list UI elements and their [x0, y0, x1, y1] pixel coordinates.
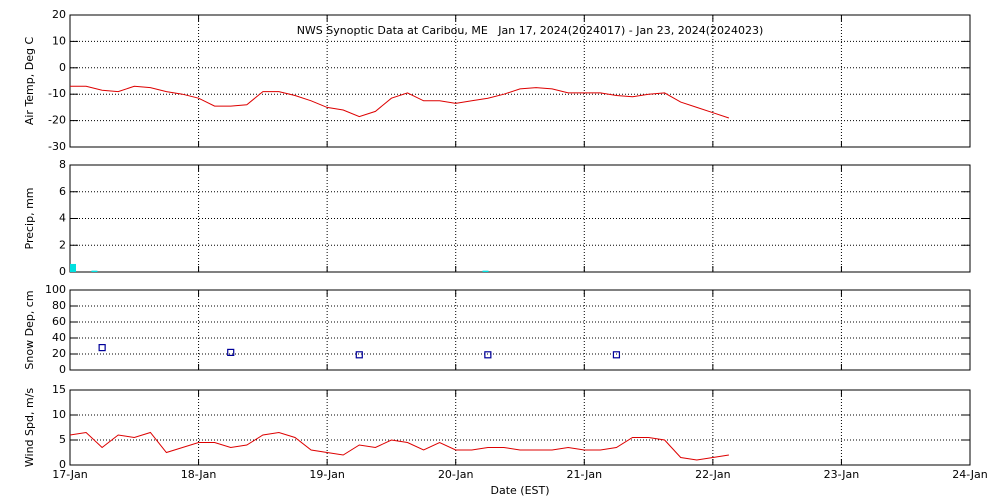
x-tick-label: 19-Jan — [309, 468, 345, 481]
marker — [484, 351, 492, 359]
y-tick-label: 10 — [52, 408, 66, 421]
y-tick-label: 4 — [59, 212, 66, 225]
marker — [98, 344, 106, 352]
y-tick-label: 8 — [59, 158, 66, 171]
x-tick-label: 23-Jan — [824, 468, 860, 481]
y-tick-label: 60 — [52, 315, 66, 328]
x-tick-label: 24-Jan — [952, 468, 988, 481]
y-axis-label: Precip, mm — [23, 188, 36, 250]
y-tick-label: 0 — [59, 458, 66, 471]
y-tick-label: 20 — [52, 8, 66, 21]
marker — [227, 348, 235, 356]
plot-frame — [69, 389, 971, 466]
y-axis-label: Snow Dep, cm — [23, 290, 36, 369]
y-tick-label: 40 — [52, 331, 66, 344]
y-tick-label: 0 — [59, 265, 66, 278]
y-tick-label: -20 — [48, 114, 66, 127]
bar — [91, 270, 98, 272]
y-tick-label: 0 — [59, 61, 66, 74]
y-tick-label: 2 — [59, 238, 66, 251]
y-tick-label: 6 — [59, 185, 66, 198]
y-axis-label: Air Temp, Deg C — [23, 37, 36, 126]
y-tick-label: -10 — [48, 87, 66, 100]
y-axis-label: Wind Spd, m/s — [23, 388, 36, 468]
y-tick-label: 15 — [52, 383, 66, 396]
bar — [70, 263, 76, 272]
x-axis-label: Date (EST) — [490, 484, 549, 497]
y-tick-label: 10 — [52, 34, 66, 47]
y-tick-label: 20 — [52, 347, 66, 360]
bar — [482, 270, 489, 272]
x-tick-label: 21-Jan — [567, 468, 603, 481]
line — [69, 431, 729, 461]
line — [70, 85, 730, 119]
marker — [612, 351, 621, 359]
x-tick-label: 20-Jan — [438, 468, 474, 481]
y-tick-label: -30 — [48, 140, 66, 153]
y-tick-label: 5 — [59, 433, 66, 446]
chart-title: NWS Synoptic Data at Caribou, ME Jan 17,… — [297, 24, 764, 37]
x-tick-label: 22-Jan — [695, 468, 731, 481]
x-tick-label: 18-Jan — [181, 468, 217, 481]
y-tick-label: 100 — [45, 283, 66, 296]
marker — [355, 351, 363, 359]
x-tick-label: 17-Jan — [52, 468, 88, 481]
y-tick-label: 80 — [52, 299, 66, 312]
y-tick-label: 0 — [59, 363, 66, 376]
plot-frame — [69, 289, 971, 371]
